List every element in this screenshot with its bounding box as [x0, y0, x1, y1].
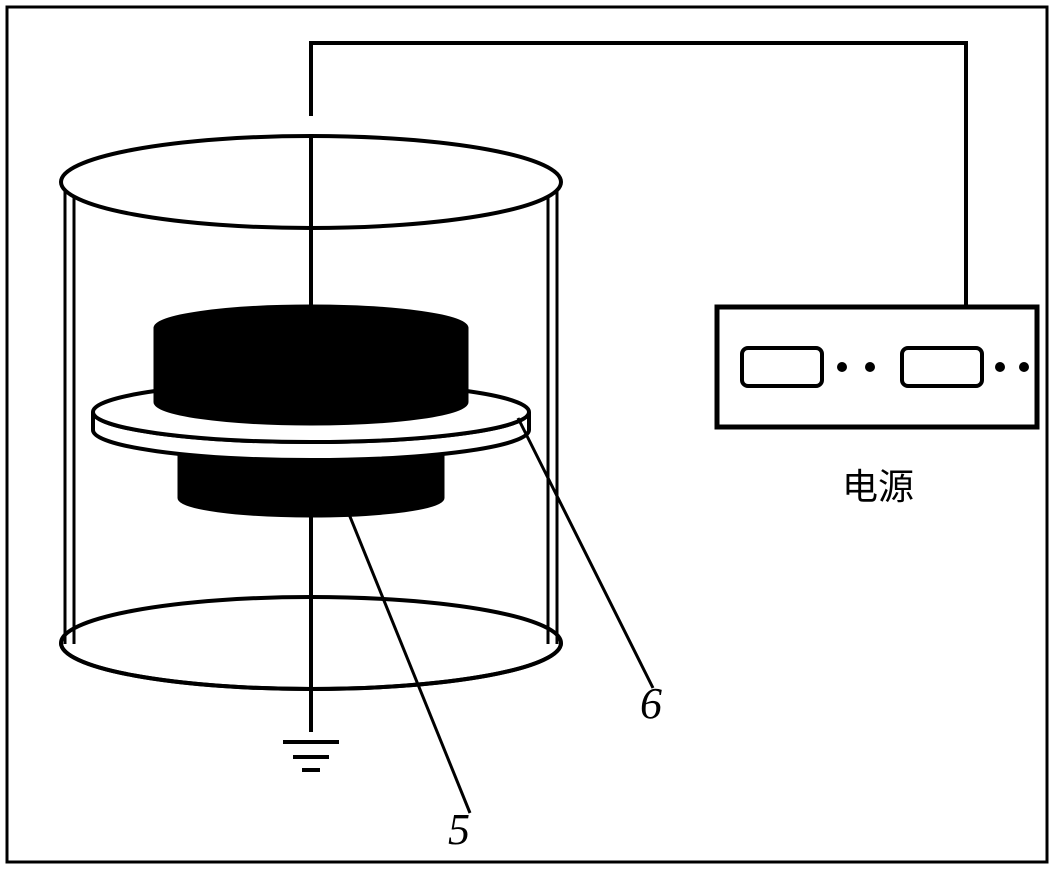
callout-5: 5 [448, 804, 470, 855]
leader-line-5 [338, 487, 470, 813]
power-supply-knob [995, 362, 1005, 372]
leader-line-6 [518, 418, 653, 688]
power-supply-knob [865, 362, 875, 372]
power-supply [717, 307, 1037, 427]
callout-6: 6 [640, 678, 662, 729]
electrode-top [155, 306, 467, 350]
power-supply-label: 电源 [842, 458, 914, 510]
power-supply-knob [837, 362, 847, 372]
power-supply-knob [1019, 362, 1029, 372]
